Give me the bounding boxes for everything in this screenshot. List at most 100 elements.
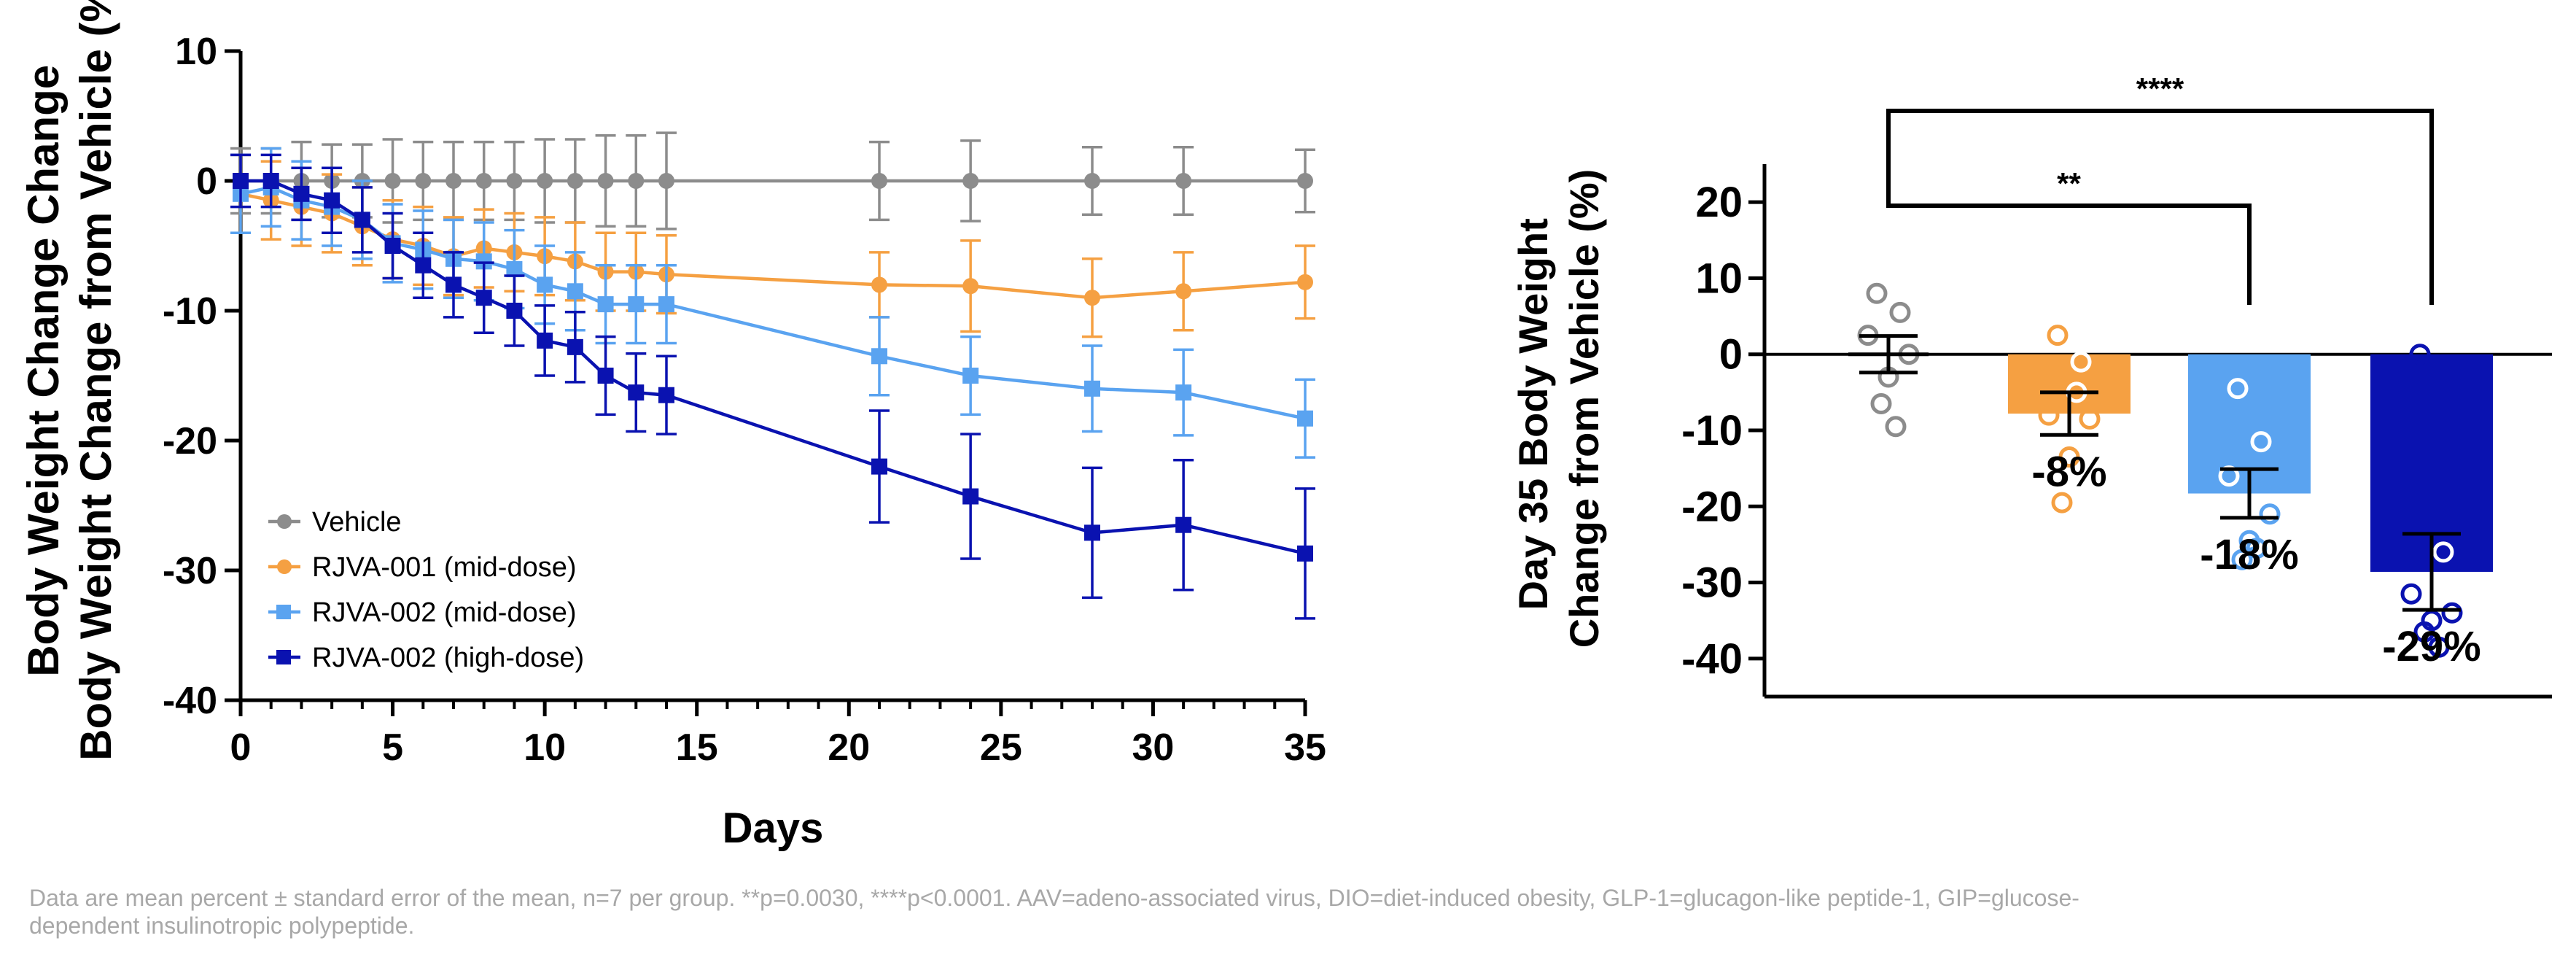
data-point <box>293 185 310 202</box>
line-chart: Body Weight Change Change Body Weight Ch… <box>19 0 1326 852</box>
data-point <box>262 173 279 189</box>
line-chart-x-tick-label: 15 <box>676 726 718 769</box>
data-point <box>537 332 553 349</box>
individual-point <box>2227 378 2249 400</box>
legend-label: Vehicle <box>312 507 402 538</box>
line-chart-x-tick-label: 30 <box>1132 726 1175 769</box>
bracket-line <box>1886 109 2434 305</box>
line-chart-x-tick-label: 25 <box>980 726 1022 769</box>
data-point <box>537 276 553 293</box>
line-chart-y-tick-label: 0 <box>196 160 217 203</box>
bar-chart-ylabel: Day 35 Body Weight Change from Vehicle (… <box>1510 169 1607 648</box>
data-point <box>1084 173 1100 189</box>
line-chart-y-tick-label: 10 <box>175 31 217 73</box>
data-point <box>506 173 523 189</box>
legend-item: Vehicle <box>268 507 402 538</box>
data-point <box>1175 173 1192 189</box>
bar-group-1 <box>1848 282 1929 438</box>
bar-chart-y-tick-label: -10 <box>1681 407 1743 454</box>
legend-marker <box>276 605 291 619</box>
data-point <box>384 238 401 254</box>
line-chart-xlabel: Days <box>723 805 824 852</box>
individual-point <box>1885 416 1907 438</box>
data-point <box>871 348 887 365</box>
bar-group-3: -18% <box>2188 354 2311 578</box>
line-chart-x-tick-label: 10 <box>524 726 566 769</box>
legend-marker <box>276 650 291 664</box>
data-point <box>628 384 645 401</box>
data-point <box>384 173 401 189</box>
individual-point <box>2231 549 2253 570</box>
individual-point <box>2413 621 2435 643</box>
data-point <box>445 173 462 189</box>
individual-point <box>2250 431 2272 453</box>
individual-point <box>1889 301 1911 323</box>
individual-point <box>2058 446 2080 468</box>
data-point <box>1297 173 1313 189</box>
data-point <box>567 338 583 355</box>
legend-marker <box>277 514 292 529</box>
individual-point <box>2218 465 2240 487</box>
legend-item: RJVA-002 (high-dose) <box>268 643 584 673</box>
bar-group-4: -29% <box>2370 344 2493 670</box>
bar-group-2: -8% <box>2008 325 2131 513</box>
individual-point <box>2428 636 2450 658</box>
bar-chart-y-tick-label: -20 <box>1681 483 1743 530</box>
data-point <box>1175 516 1192 533</box>
line-chart-ylabel: Body Weight Change Change Body Weight Ch… <box>19 0 120 761</box>
bar-chart-y-tick-label: 20 <box>1695 179 1743 226</box>
significance-label: ** <box>2057 166 2081 201</box>
line-chart-y-tick-label: -30 <box>163 550 217 592</box>
legend-label: RJVA-002 (mid-dose) <box>312 597 577 628</box>
individual-point <box>1870 393 1892 414</box>
bar-value-label: -8% <box>2031 448 2106 495</box>
data-point <box>415 257 432 274</box>
individual-point <box>2038 404 2060 426</box>
data-point <box>506 303 523 319</box>
individual-point <box>2409 344 2431 365</box>
data-point <box>871 276 887 293</box>
data-point <box>1297 410 1313 427</box>
significance-label: **** <box>2136 71 2184 106</box>
legend-label: RJVA-002 (high-dose) <box>312 643 584 673</box>
individual-point <box>2432 541 2454 563</box>
data-point <box>324 192 341 209</box>
bar-chart-y-tick-label: -30 <box>1681 559 1743 607</box>
legend-item: RJVA-001 (mid-dose) <box>268 552 577 583</box>
data-point <box>1084 380 1100 397</box>
line-chart-x-tick-label: 20 <box>828 726 870 769</box>
data-point <box>597 173 614 189</box>
legend-label: RJVA-001 (mid-dose) <box>312 552 577 583</box>
individual-point <box>2079 408 2101 430</box>
data-point <box>506 261 523 278</box>
bar-chart: Day 35 Body Weight Change from Vehicle (… <box>1510 71 2552 699</box>
line-chart-x-tick-label: 35 <box>1284 726 1326 769</box>
bar-chart-y-tick-label: 10 <box>1695 255 1743 302</box>
line-chart-x-tick-label: 0 <box>230 726 252 769</box>
data-point <box>962 278 979 295</box>
data-point <box>962 368 979 384</box>
data-point <box>445 276 462 293</box>
data-point <box>628 173 645 189</box>
bar-value-label: -29% <box>2382 623 2480 670</box>
data-point <box>658 173 674 189</box>
individual-point <box>2047 325 2069 346</box>
individual-point <box>2259 503 2281 525</box>
data-point <box>1297 274 1313 290</box>
line-series-1 <box>230 131 1315 230</box>
data-point <box>871 458 887 475</box>
data-point <box>567 283 583 300</box>
bar-chart-ylabel-line2: Change from Vehicle (%) <box>1561 169 1607 648</box>
data-point <box>597 296 614 313</box>
data-point <box>354 212 370 228</box>
significance-bracket: **** <box>1886 71 2434 305</box>
data-point <box>415 173 432 189</box>
data-point <box>628 296 645 313</box>
bar-value-label: -18% <box>2200 531 2298 578</box>
bar-chart-y-tick-label: -40 <box>1681 635 1743 683</box>
bar-chart-y-tick-label: 0 <box>1719 331 1743 379</box>
figure: Body Weight Change Change Body Weight Ch… <box>19 0 2552 852</box>
line-series-4 <box>230 153 1315 620</box>
individual-point <box>1866 282 1888 304</box>
data-point <box>962 173 979 189</box>
